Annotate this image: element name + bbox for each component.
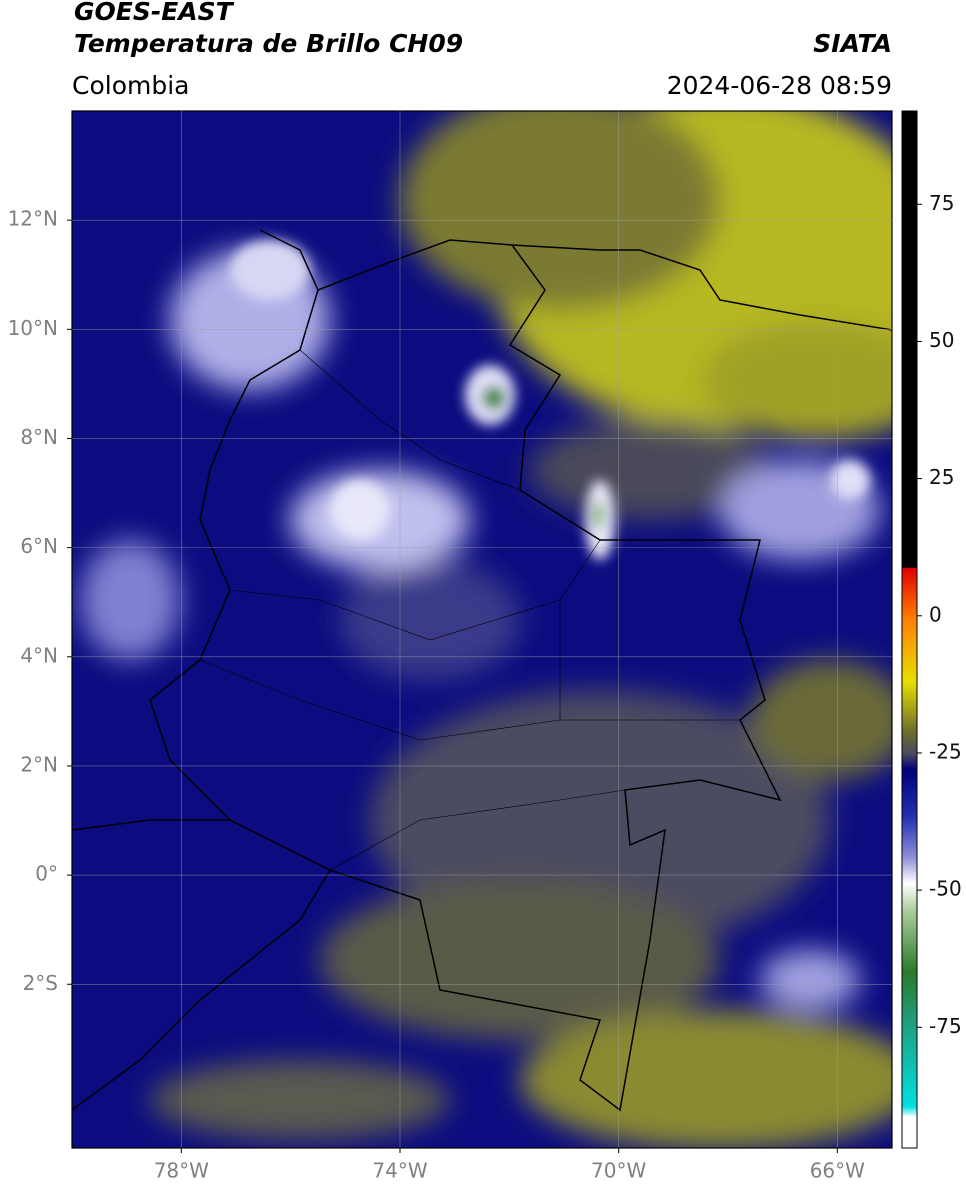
- colorbar-tick-label: 50: [929, 328, 954, 352]
- region: Colombia: [72, 71, 189, 100]
- title-line1: GOES-EAST: [74, 0, 235, 26]
- colorbar-tick-label: -75: [929, 1014, 962, 1038]
- datetime: 2024-06-28 08:59: [667, 71, 892, 100]
- y-tick-label: 4°N: [20, 643, 58, 667]
- colorbar-tick-label: 0: [929, 602, 942, 626]
- y-tick-label: 0°: [35, 862, 58, 886]
- y-tick-label: 2°S: [23, 971, 58, 995]
- colorbar-tick-label: -25: [929, 739, 962, 763]
- y-tick-label: 10°N: [8, 316, 58, 340]
- y-tick-label: 2°N: [20, 752, 58, 776]
- colorbar: [901, 110, 918, 1149]
- title-line2: Temperatura de Brillo CH09: [74, 29, 463, 58]
- map-frame: [71, 110, 893, 1149]
- x-tick-label: 78°W: [154, 1159, 209, 1183]
- colorbar-tick-label: -50: [929, 877, 962, 901]
- source: SIATA: [813, 29, 892, 58]
- x-tick-label: 66°W: [810, 1159, 865, 1183]
- colorbar-tick-label: 25: [929, 465, 954, 489]
- satellite-image: [72, 111, 892, 1148]
- y-tick-label: 12°N: [8, 207, 58, 231]
- y-tick-label: 8°N: [20, 425, 58, 449]
- y-tick-label: 6°N: [20, 534, 58, 558]
- x-tick-label: 74°W: [372, 1159, 427, 1183]
- colorbar-tick-label: 75: [929, 191, 954, 215]
- x-tick-label: 70°W: [591, 1159, 646, 1183]
